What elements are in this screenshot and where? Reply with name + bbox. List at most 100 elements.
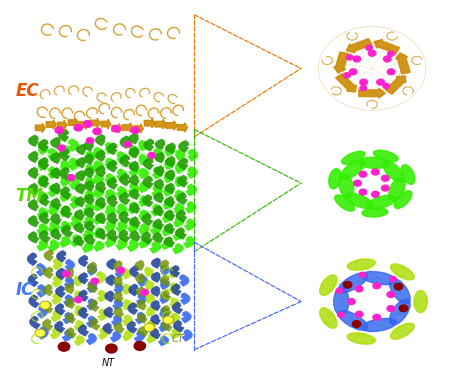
Polygon shape [65, 312, 76, 324]
Text: EC: EC [15, 82, 39, 100]
Polygon shape [73, 222, 85, 233]
Polygon shape [50, 167, 61, 179]
FancyArrow shape [385, 76, 406, 94]
Polygon shape [165, 156, 176, 167]
Polygon shape [84, 207, 95, 218]
Polygon shape [118, 211, 130, 224]
Ellipse shape [362, 272, 396, 285]
Polygon shape [113, 307, 124, 318]
Polygon shape [161, 239, 173, 250]
Polygon shape [179, 274, 190, 287]
Ellipse shape [320, 275, 337, 295]
Polygon shape [153, 205, 164, 217]
Circle shape [359, 272, 366, 278]
Polygon shape [86, 298, 97, 310]
Polygon shape [93, 200, 104, 212]
Polygon shape [104, 290, 115, 302]
Polygon shape [28, 167, 39, 179]
Polygon shape [115, 238, 128, 251]
Polygon shape [128, 182, 139, 196]
Ellipse shape [401, 165, 415, 184]
Circle shape [148, 152, 155, 158]
Polygon shape [50, 137, 61, 149]
Polygon shape [151, 272, 161, 283]
Polygon shape [135, 260, 145, 271]
Polygon shape [161, 225, 173, 237]
Ellipse shape [391, 323, 414, 339]
Polygon shape [50, 228, 62, 240]
Ellipse shape [339, 174, 354, 198]
Polygon shape [88, 280, 99, 293]
Polygon shape [175, 227, 187, 240]
Polygon shape [38, 175, 50, 188]
Polygon shape [183, 236, 195, 249]
Circle shape [63, 271, 70, 277]
FancyArrow shape [46, 120, 56, 129]
Polygon shape [28, 295, 40, 308]
Polygon shape [163, 172, 174, 184]
Polygon shape [171, 283, 182, 296]
Polygon shape [62, 329, 73, 342]
Polygon shape [38, 212, 51, 225]
Polygon shape [172, 243, 184, 255]
Polygon shape [143, 138, 155, 152]
Polygon shape [154, 179, 164, 190]
Circle shape [383, 84, 390, 89]
Polygon shape [37, 326, 49, 340]
Circle shape [141, 289, 148, 295]
Polygon shape [116, 186, 127, 199]
Polygon shape [128, 147, 139, 158]
Polygon shape [104, 236, 116, 248]
Polygon shape [144, 266, 154, 278]
Polygon shape [50, 310, 62, 322]
Polygon shape [113, 276, 123, 287]
Polygon shape [78, 307, 89, 319]
Polygon shape [43, 266, 54, 279]
Polygon shape [36, 239, 48, 252]
Polygon shape [127, 239, 139, 252]
Polygon shape [104, 158, 116, 170]
Polygon shape [138, 223, 150, 235]
Polygon shape [27, 231, 40, 243]
Polygon shape [61, 224, 73, 238]
Circle shape [344, 73, 350, 78]
Circle shape [74, 124, 82, 131]
Polygon shape [177, 175, 188, 188]
Polygon shape [97, 327, 109, 340]
Polygon shape [143, 157, 154, 170]
Polygon shape [74, 209, 85, 221]
Polygon shape [174, 162, 185, 174]
Polygon shape [93, 227, 105, 238]
Circle shape [106, 344, 117, 353]
Polygon shape [95, 149, 106, 162]
Polygon shape [64, 283, 75, 294]
Polygon shape [119, 154, 131, 168]
Ellipse shape [389, 178, 405, 201]
Polygon shape [55, 303, 65, 316]
Ellipse shape [390, 299, 410, 325]
Ellipse shape [320, 308, 337, 328]
Circle shape [346, 55, 353, 60]
Polygon shape [38, 139, 49, 152]
Ellipse shape [414, 290, 428, 313]
Polygon shape [39, 230, 51, 243]
Polygon shape [59, 148, 70, 161]
Polygon shape [62, 312, 73, 324]
Polygon shape [138, 140, 149, 151]
FancyArrow shape [166, 121, 177, 130]
Polygon shape [28, 151, 39, 163]
Polygon shape [59, 167, 71, 181]
Polygon shape [55, 285, 66, 298]
Polygon shape [138, 209, 150, 221]
Polygon shape [122, 314, 133, 326]
Polygon shape [47, 202, 59, 216]
Polygon shape [95, 212, 107, 224]
Polygon shape [129, 265, 140, 278]
Polygon shape [158, 321, 169, 332]
Polygon shape [155, 152, 165, 164]
Polygon shape [164, 159, 174, 170]
Ellipse shape [359, 157, 390, 168]
Polygon shape [27, 273, 39, 287]
Text: CT: CT [172, 334, 185, 344]
Polygon shape [50, 198, 62, 210]
